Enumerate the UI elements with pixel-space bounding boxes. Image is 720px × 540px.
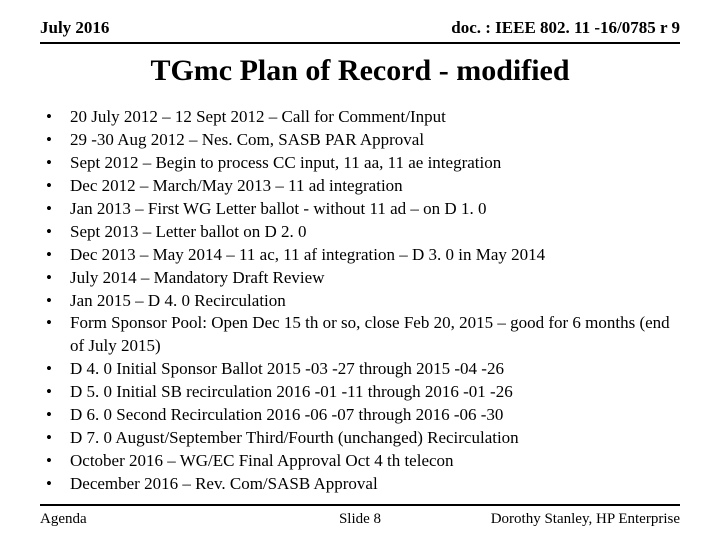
header-date: July 2016 (40, 18, 109, 38)
list-item: 20 July 2012 – 12 Sept 2012 – Call for C… (40, 106, 688, 129)
list-item: 29 -30 Aug 2012 – Nes. Com, SASB PAR App… (40, 129, 688, 152)
header-rule (40, 42, 680, 44)
list-item: Dec 2012 – March/May 2013 – 11 ad integr… (40, 175, 688, 198)
list-item: D 7. 0 August/September Third/Fourth (un… (40, 427, 688, 450)
list-item: D 6. 0 Second Recirculation 2016 -06 -07… (40, 404, 688, 427)
list-item: Jan 2015 – D 4. 0 Recirculation (40, 290, 688, 313)
bullet-list: 20 July 2012 – 12 Sept 2012 – Call for C… (40, 106, 688, 496)
list-item: October 2016 – WG/EC Final Approval Oct … (40, 450, 688, 473)
list-item: Form Sponsor Pool: Open Dec 15 th or so,… (40, 312, 688, 358)
list-item: D 4. 0 Initial Sponsor Ballot 2015 -03 -… (40, 358, 688, 381)
footer: Agenda Slide 8 Dorothy Stanley, HP Enter… (40, 511, 680, 528)
list-item: Sept 2013 – Letter ballot on D 2. 0 (40, 221, 688, 244)
list-item: Sept 2012 – Begin to process CC input, 1… (40, 152, 688, 175)
list-item: July 2014 – Mandatory Draft Review (40, 267, 688, 290)
slide: July 2016 doc. : IEEE 802. 11 -16/0785 r… (0, 0, 720, 540)
footer-left: Agenda (40, 511, 87, 528)
page-title: TGmc Plan of Record - modified (0, 54, 720, 88)
header: July 2016 doc. : IEEE 802. 11 -16/0785 r… (40, 18, 680, 38)
list-item: Jan 2013 – First WG Letter ballot - with… (40, 198, 688, 221)
footer-right: Dorothy Stanley, HP Enterprise (491, 511, 680, 528)
list-item: Dec 2013 – May 2014 – 11 ac, 11 af integ… (40, 244, 688, 267)
list-item: December 2016 – Rev. Com/SASB Approval (40, 473, 688, 496)
list-item: D 5. 0 Initial SB recirculation 2016 -01… (40, 381, 688, 404)
header-docref: doc. : IEEE 802. 11 -16/0785 r 9 (451, 18, 680, 38)
footer-rule (40, 504, 680, 506)
